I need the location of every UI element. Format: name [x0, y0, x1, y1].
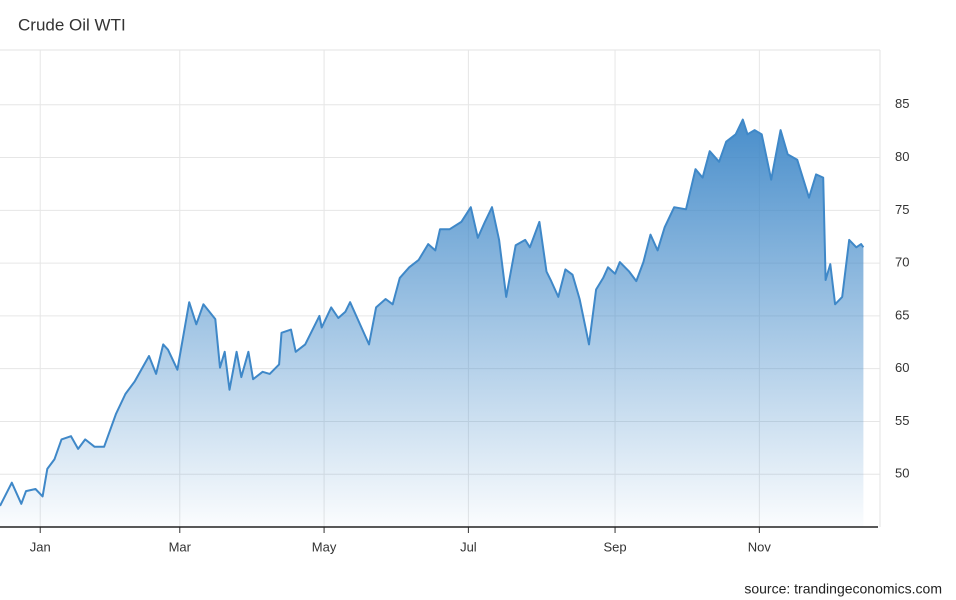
chart-title: Crude Oil WTI [18, 15, 126, 34]
y-tick-label: 80 [895, 149, 909, 164]
x-tick-label: May [312, 539, 337, 554]
x-tick-label: Mar [169, 539, 192, 554]
x-tick-label: Jul [460, 539, 477, 554]
y-tick-label: 55 [895, 413, 909, 428]
y-tick-label: 65 [895, 307, 909, 322]
source-note: source: trandingeconomics.com [744, 581, 942, 597]
y-tick-label: 85 [895, 96, 909, 111]
line [0, 118, 865, 507]
y-tick-label: 50 [895, 466, 909, 481]
y-tick-label: 70 [895, 255, 909, 270]
x-tick-label: Nov [748, 539, 772, 554]
x-tick-label: Sep [603, 539, 626, 554]
area [0, 119, 864, 527]
x-tick-label: Jan [30, 539, 51, 554]
y-tick-label: 60 [895, 360, 909, 375]
y-tick-label: 75 [895, 202, 909, 217]
